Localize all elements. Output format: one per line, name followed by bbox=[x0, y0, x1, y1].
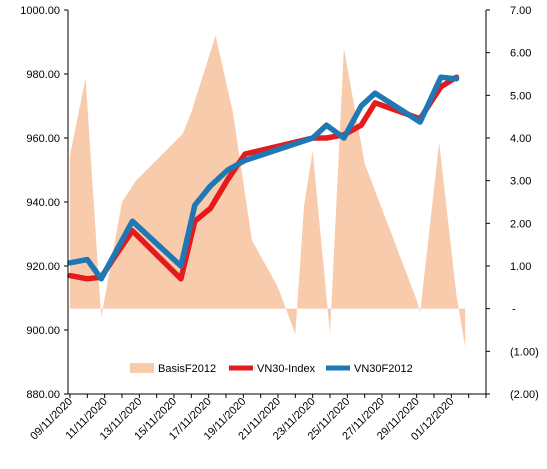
right-tick-label: 7.00 bbox=[510, 5, 531, 17]
right-tick-label: (1.00) bbox=[510, 346, 539, 358]
line-series-layer bbox=[67, 74, 460, 282]
axes-layer bbox=[64, 9, 490, 398]
left-tick-label: 920.00 bbox=[26, 261, 60, 273]
legend-label-vn30-index: VN30-Index bbox=[257, 363, 316, 375]
legend-label-basisf2012: BasisF2012 bbox=[158, 363, 216, 375]
right-tick-label: 2.00 bbox=[510, 218, 531, 230]
legend: BasisF2012 VN30-Index VN30F2012 bbox=[130, 363, 413, 375]
area-series-layer bbox=[70, 35, 466, 348]
legend-swatch-basisf2012 bbox=[130, 363, 154, 373]
legend-label-vn30f2012: VN30F2012 bbox=[354, 363, 413, 375]
series-area-basisf2012 bbox=[70, 35, 466, 348]
left-tick-label: 980.00 bbox=[26, 69, 60, 81]
left-tick-label: 900.00 bbox=[26, 325, 60, 337]
right-tick-label: 4.00 bbox=[510, 133, 531, 145]
right-tick-label: 6.00 bbox=[510, 48, 531, 60]
right-tick-label: - bbox=[512, 304, 516, 316]
left-tick-label: 960.00 bbox=[26, 133, 60, 145]
right-tick-label: 1.00 bbox=[510, 261, 531, 273]
right-tick-label: 5.00 bbox=[510, 90, 531, 102]
right-tick-label: 3.00 bbox=[510, 176, 531, 188]
right-tick-label: (2.00) bbox=[510, 389, 539, 401]
left-tick-label: 880.00 bbox=[26, 389, 60, 401]
tick-labels-layer: 880.00 900.00 920.00 940.00 960.00 980.00 1000… bbox=[20, 5, 539, 443]
left-tick-label: 1000.00 bbox=[20, 5, 60, 17]
series-line-vn30f2012 bbox=[67, 74, 460, 282]
left-tick-label: 940.00 bbox=[26, 197, 60, 209]
